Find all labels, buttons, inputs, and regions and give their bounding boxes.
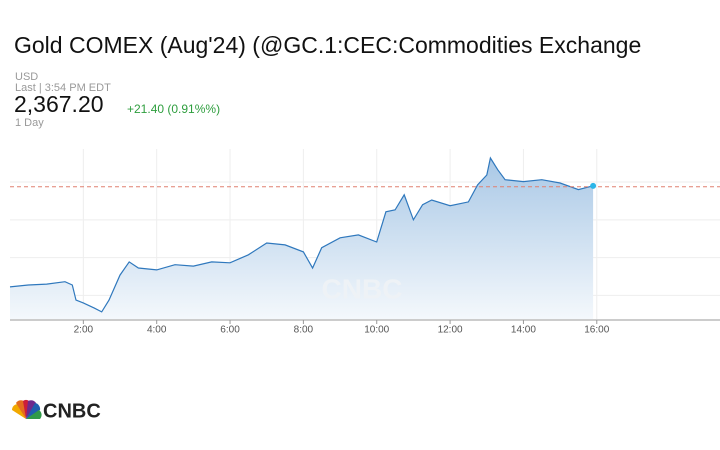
x-tick-label: 6:00 bbox=[220, 325, 240, 336]
x-tick-label: 2:00 bbox=[74, 325, 94, 336]
x-tick-label: 14:00 bbox=[511, 325, 536, 336]
title: Gold COMEX (Aug'24) (@GC.1:CEC:Commoditi… bbox=[14, 32, 641, 58]
last-point bbox=[590, 182, 597, 189]
x-tick-label: 12:00 bbox=[438, 325, 463, 336]
x-tick-label: 4:00 bbox=[147, 325, 167, 336]
range: 1 Day bbox=[15, 117, 44, 129]
watermark: CNBC bbox=[322, 273, 403, 304]
change: +21.40 (0.91%%) bbox=[127, 102, 220, 116]
last-time: Last | 3:54 PM EDT bbox=[15, 82, 111, 94]
x-tick-label: 10:00 bbox=[364, 325, 389, 336]
logo-icon bbox=[12, 400, 42, 419]
x-tick-label: 16:00 bbox=[584, 325, 609, 336]
area bbox=[10, 158, 594, 319]
price: 2,367.20 bbox=[14, 91, 104, 117]
x-tick-label: 8:00 bbox=[294, 325, 314, 336]
line bbox=[9, 156, 594, 313]
logo: CNBC bbox=[43, 400, 101, 422]
plot: 2:00 4:00 6:00 8:00 10:00 12:00 14:00 16:00 bbox=[9, 149, 720, 336]
currency: USD bbox=[15, 71, 38, 83]
